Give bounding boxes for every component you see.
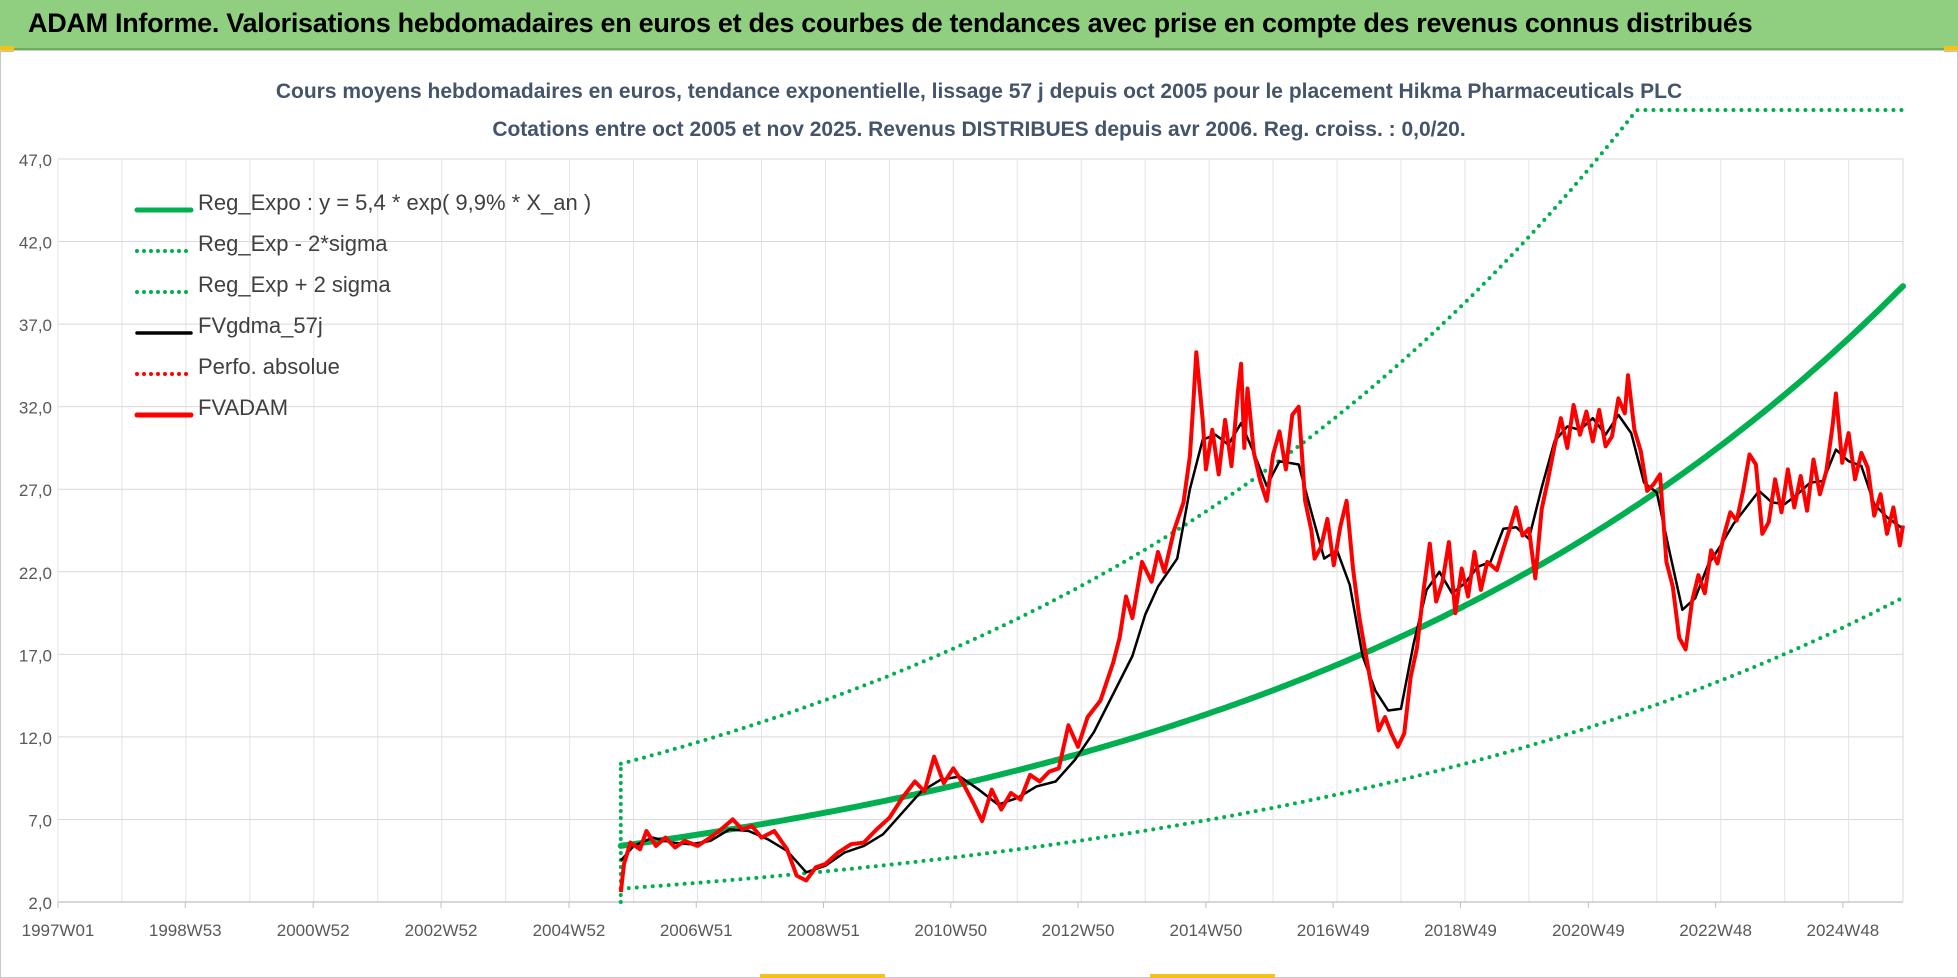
- legend-swatch: [135, 290, 193, 294]
- chart-subtitle: Cotations entre oct 2005 et nov 2025. Re…: [492, 118, 1466, 141]
- legend-swatch: [135, 249, 193, 253]
- series-reg-exp-minus-2sigma: [618, 595, 1905, 891]
- x-tick-label: 1997W01: [22, 921, 95, 940]
- x-tick-label: 2016W49: [1297, 921, 1370, 940]
- chart-title: Cours moyens hebdomadaires en euros, ten…: [275, 80, 1683, 103]
- x-tick-label: 2014W50: [1170, 921, 1243, 940]
- x-tick-label: 2012W50: [1042, 921, 1115, 940]
- legend-label: Reg_Expo : y = 5,4 * exp( 9,9% * X_an ): [198, 190, 592, 215]
- y-tick-label: 22,0: [19, 564, 52, 583]
- x-tick-label: 2018W49: [1424, 921, 1497, 940]
- x-tick-label: 2022W48: [1679, 921, 1752, 940]
- x-tick-label: 2006W51: [660, 921, 733, 940]
- legend-swatch: [135, 331, 193, 335]
- x-tick-label: 2024W48: [1806, 921, 1879, 940]
- report-title: ADAM Informe. Valorisations hebdomadaire…: [28, 8, 1753, 38]
- x-tick-label: 2010W50: [914, 921, 987, 940]
- bottom-tab-marker: [1150, 974, 1275, 978]
- y-tick-label: 37,0: [19, 316, 52, 335]
- corner-marker-right: [1944, 46, 1958, 52]
- y-tick-label: 32,0: [19, 399, 52, 418]
- series-fvgdma-57j: [619, 413, 1904, 874]
- legend-label: FVADAM: [198, 395, 289, 420]
- x-tick-label: 2002W52: [405, 921, 478, 940]
- x-tick-label: 1998W53: [149, 921, 222, 940]
- legend-swatch: [134, 207, 194, 213]
- y-tick-label: 47,0: [19, 151, 52, 170]
- legend-label: Reg_Exp - 2*sigma: [198, 231, 388, 256]
- legend-label: Reg_Exp + 2 sigma: [198, 272, 391, 297]
- y-tick-label: 17,0: [19, 646, 52, 665]
- x-tick-label: 2020W49: [1552, 921, 1625, 940]
- y-tick-label: 27,0: [19, 481, 52, 500]
- x-tick-label: 2008W51: [787, 921, 860, 940]
- series-reg-expo: [617, 283, 1906, 849]
- y-tick-label: 12,0: [19, 729, 52, 748]
- y-tick-label: 42,0: [19, 234, 52, 253]
- series-reg-exp-plus-2sigma: [618, 108, 1905, 766]
- bottom-tab-marker: [760, 974, 885, 978]
- legend-label: Perfo. absolue: [198, 354, 340, 379]
- corner-marker-left: [0, 46, 14, 52]
- y-tick-label: 2,0: [28, 894, 52, 913]
- legend-swatch: [135, 372, 193, 376]
- x-tick-label: 2004W52: [533, 921, 606, 940]
- report-banner: ADAM Informe. Valorisations hebdomadaire…: [0, 0, 1958, 50]
- series-fvadam: [618, 350, 1905, 893]
- y-tick-label: 7,0: [28, 811, 52, 830]
- legend-label: FVgdma_57j: [198, 313, 323, 338]
- x-tick-label: 2000W52: [277, 921, 350, 940]
- legend-swatch: [134, 412, 194, 418]
